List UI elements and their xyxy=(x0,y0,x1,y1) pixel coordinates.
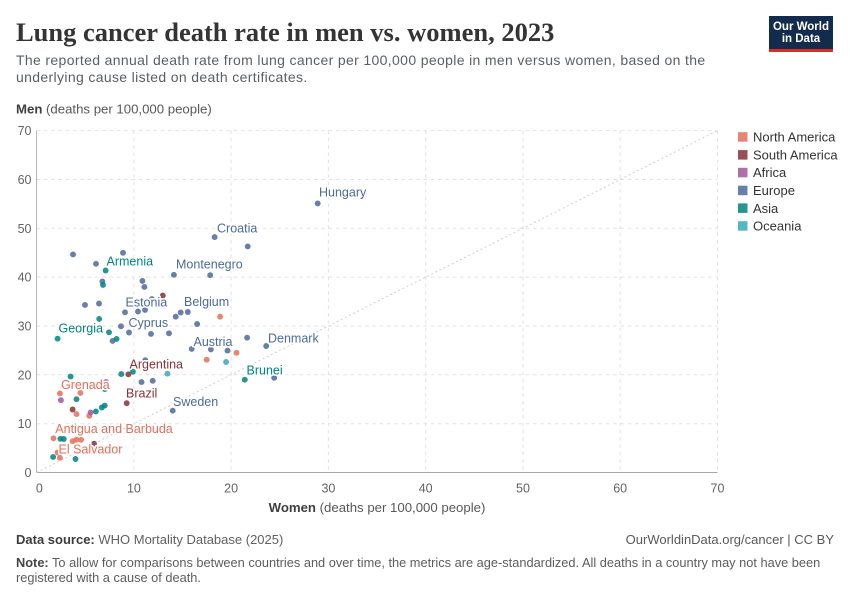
svg-text:0: 0 xyxy=(36,482,43,496)
svg-text:Oceania: Oceania xyxy=(753,219,802,234)
svg-text:Women (deaths per 100,000 peop: Women (deaths per 100,000 people) xyxy=(269,500,486,515)
svg-text:Asia: Asia xyxy=(753,201,779,216)
svg-text:50: 50 xyxy=(516,482,530,496)
svg-text:Croatia: Croatia xyxy=(217,221,257,235)
svg-text:Men (deaths per 100,000 people: Men (deaths per 100,000 people) xyxy=(16,102,212,117)
svg-text:10: 10 xyxy=(127,482,141,496)
svg-text:Brunei: Brunei xyxy=(247,364,283,378)
svg-text:Europe: Europe xyxy=(753,183,795,198)
svg-text:Montenegro: Montenegro xyxy=(176,258,243,272)
svg-text:30: 30 xyxy=(321,482,335,496)
svg-text:30: 30 xyxy=(18,320,32,334)
svg-text:60: 60 xyxy=(613,482,627,496)
svg-text:Africa: Africa xyxy=(753,165,787,180)
svg-text:70: 70 xyxy=(711,482,725,496)
svg-text:El Salvador: El Salvador xyxy=(59,443,123,457)
svg-text:50: 50 xyxy=(18,222,32,236)
svg-text:Cyprus: Cyprus xyxy=(129,316,169,330)
svg-text:70: 70 xyxy=(18,124,32,138)
svg-text:Georgia: Georgia xyxy=(59,322,104,336)
svg-text:North America: North America xyxy=(753,130,836,145)
svg-text:Sweden: Sweden xyxy=(173,395,218,409)
svg-text:Grenada: Grenada xyxy=(61,378,110,392)
svg-text:10: 10 xyxy=(18,417,32,431)
svg-text:Brazil: Brazil xyxy=(126,387,157,401)
svg-text:Argentina: Argentina xyxy=(130,358,184,372)
svg-text:South America: South America xyxy=(753,147,838,162)
svg-text:60: 60 xyxy=(18,173,32,187)
svg-text:Denmark: Denmark xyxy=(268,332,319,346)
svg-text:Antigua and Barbuda: Antigua and Barbuda xyxy=(55,422,173,436)
svg-text:40: 40 xyxy=(419,482,433,496)
svg-text:20: 20 xyxy=(18,368,32,382)
svg-text:Estonia: Estonia xyxy=(126,296,168,310)
svg-text:Belgium: Belgium xyxy=(184,295,229,309)
svg-text:0: 0 xyxy=(25,466,32,480)
svg-text:Armenia: Armenia xyxy=(107,255,154,269)
svg-text:Austria: Austria xyxy=(194,335,233,349)
svg-text:Hungary: Hungary xyxy=(319,186,367,200)
svg-text:40: 40 xyxy=(18,271,32,285)
svg-text:20: 20 xyxy=(224,482,238,496)
